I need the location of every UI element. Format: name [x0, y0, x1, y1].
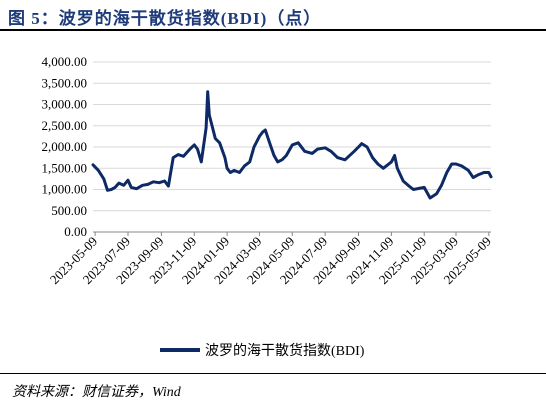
- title-divider: [0, 29, 546, 31]
- x-axis-ticks: 2023-05-092023-07-092023-09-092023-11-09…: [47, 232, 494, 287]
- y-tick-label: 2,500.00: [42, 118, 88, 133]
- figure-title: 图 5：波罗的海干散货指数(BDI)（点）: [8, 9, 322, 28]
- y-axis-ticks: 0.00 500.00 1,000.00 1,500.00 2,000.00 2,500.…: [42, 54, 88, 239]
- y-tick-label: 2,000.00: [42, 139, 88, 154]
- y-tick-label: 3,000.00: [42, 97, 88, 112]
- y-tick-label: 0.00: [64, 224, 87, 239]
- bdi-line-chart: 0.00 500.00 1,000.00 1,500.00 2,000.00 2,500.…: [42, 54, 494, 359]
- y-tick-label: 500.00: [51, 203, 87, 218]
- series-line-bdi: [91, 90, 493, 200]
- y-tick-label: 1,000.00: [42, 182, 88, 197]
- y-tick-label: 4,000.00: [42, 54, 88, 69]
- y-tick-label: 1,500.00: [42, 160, 88, 175]
- legend: 波罗的海干散货指数(BDI): [160, 342, 365, 359]
- source-divider: [0, 373, 546, 374]
- legend-label: 波罗的海干散货指数(BDI): [205, 342, 365, 359]
- series-layer: [91, 90, 493, 200]
- source-note: 资料来源：财信证券，Wind: [12, 385, 181, 400]
- y-tick-label: 3,500.00: [42, 75, 88, 90]
- chart-area: 0.00 500.00 1,000.00 1,500.00 2,000.00 2,500.…: [0, 32, 546, 372]
